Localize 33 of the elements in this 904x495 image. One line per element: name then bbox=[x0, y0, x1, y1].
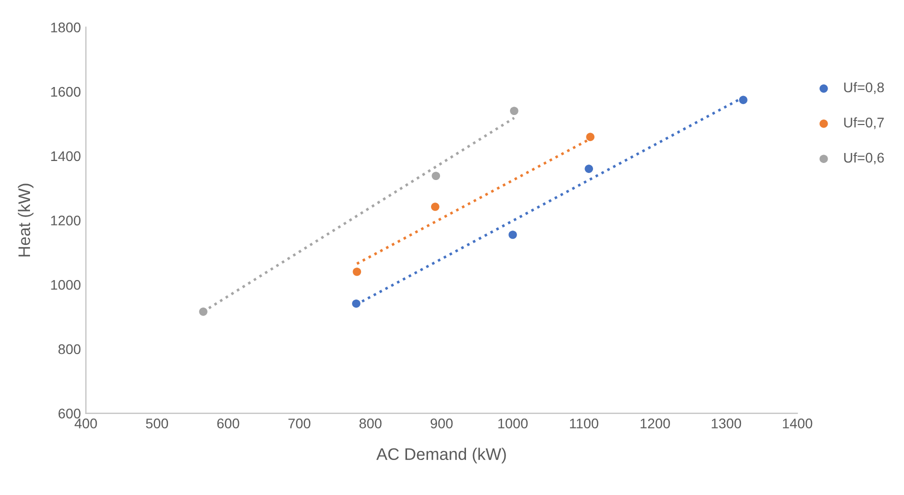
x-axis-title: AC Demand (kW) bbox=[376, 448, 506, 464]
point bbox=[586, 132, 594, 142]
x-tick-label: 400 bbox=[74, 418, 97, 428]
y-tick-label: 1800 bbox=[51, 22, 80, 32]
y-tick-label: 1600 bbox=[51, 86, 80, 97]
point bbox=[432, 172, 440, 180]
y-tick-label: 600 bbox=[58, 408, 80, 418]
x-tick-label: 1100 bbox=[570, 418, 598, 428]
point bbox=[508, 230, 517, 239]
point bbox=[352, 299, 360, 308]
x-tick-label: 1400 bbox=[782, 418, 812, 428]
x-tick-label: 1000 bbox=[498, 418, 528, 428]
point bbox=[739, 96, 748, 104]
x-tick-label: 700 bbox=[288, 418, 310, 428]
x-tick-label: 600 bbox=[217, 418, 240, 428]
x-tick-label: 500 bbox=[146, 418, 168, 428]
legend-label: Uf=0,7 bbox=[844, 117, 884, 130]
point bbox=[199, 307, 208, 316]
x-tick-label: 1200 bbox=[640, 418, 670, 428]
point bbox=[431, 202, 440, 211]
x-tick-label: 800 bbox=[359, 418, 382, 428]
y-axis-title: Heat (kW) bbox=[18, 184, 34, 256]
y-tick-label: 1400 bbox=[51, 151, 80, 162]
point bbox=[584, 164, 594, 173]
point bbox=[510, 106, 518, 116]
x-tick-label: 1300 bbox=[712, 418, 742, 428]
legend-label: Uf=0,6 bbox=[844, 152, 884, 164]
x-tick-label: 900 bbox=[430, 418, 453, 428]
y-tick-label: 1000 bbox=[51, 280, 80, 290]
y-tick-label: 800 bbox=[58, 344, 80, 354]
point bbox=[352, 268, 362, 276]
legend-label: Uf=0,8 bbox=[844, 82, 884, 94]
y-tick-label: 1200 bbox=[51, 216, 80, 226]
